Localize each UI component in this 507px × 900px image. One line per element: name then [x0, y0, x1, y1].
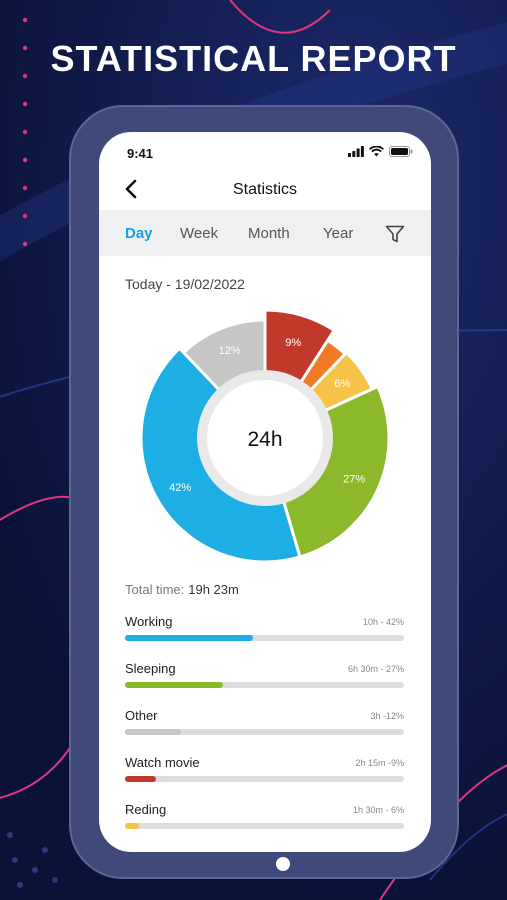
- activity-row[interactable]: Working 10h - 42%: [125, 614, 404, 644]
- tab-day[interactable]: Day: [125, 225, 153, 242]
- activity-row[interactable]: Reding 1h 30m - 6%: [125, 802, 404, 832]
- tab-month[interactable]: Month: [248, 225, 290, 242]
- donut-slice-label: 42%: [169, 482, 191, 494]
- activity-duration: 10h - 42%: [362, 617, 404, 627]
- donut-slice-label: 27%: [343, 474, 365, 486]
- total-time-value: 19h 23m: [188, 582, 239, 597]
- date-label: Today - 19/02/2022: [125, 276, 245, 292]
- navigation-bar: Statistics: [99, 172, 431, 210]
- activity-progress-fill: [125, 823, 139, 829]
- donut-slice-label: 12%: [219, 345, 241, 357]
- donut-center: [207, 380, 323, 496]
- activity-name: Working: [125, 614, 173, 629]
- period-tabs: Day Week Month Year: [99, 210, 431, 256]
- activity-duration: 2h 15m -9%: [355, 758, 404, 768]
- page-title: Statistics: [232, 181, 297, 198]
- signal-icon: [348, 146, 364, 157]
- wifi-icon: [369, 146, 384, 157]
- total-time: Total time: 19h 23m: [125, 582, 239, 597]
- activity-row[interactable]: Other 3h -12%: [125, 708, 404, 738]
- activity-progress-track: [125, 729, 404, 735]
- activity-progress-fill: [125, 776, 156, 782]
- activity-progress-track: [125, 823, 404, 829]
- activity-row[interactable]: Sleeping 6h 30m - 27%: [125, 661, 404, 691]
- activity-duration: 3h -12%: [370, 711, 404, 721]
- activity-progress-track: [125, 776, 404, 782]
- activity-duration: 6h 30m - 27%: [347, 664, 404, 674]
- activity-progress-track: [125, 635, 404, 641]
- tab-year[interactable]: Year: [323, 225, 354, 242]
- donut-chart: 24h 12% 9% 6% 27% 42%: [139, 308, 391, 564]
- donut-slice-label: 6%: [334, 378, 350, 390]
- activity-duration: 1h 30m - 6%: [352, 805, 404, 815]
- total-time-label: Total time:: [125, 582, 185, 597]
- status-time: 9:41: [127, 146, 154, 161]
- filter-button[interactable]: [384, 223, 406, 245]
- tab-week[interactable]: Week: [180, 225, 219, 242]
- donut-center-label: 24h: [247, 428, 282, 451]
- activity-progress-track: [125, 682, 404, 688]
- status-icons: [348, 146, 413, 157]
- activity-name: Other: [125, 708, 158, 723]
- phone-screen: 9:41 Statistic: [99, 132, 431, 852]
- status-bar: 9:41: [99, 132, 431, 172]
- activity-name: Sleeping: [125, 661, 176, 676]
- home-indicator[interactable]: [276, 857, 290, 871]
- activity-progress-fill: [125, 682, 223, 688]
- battery-icon: [389, 146, 413, 157]
- activity-row[interactable]: Watch movie 2h 15m -9%: [125, 755, 404, 785]
- filter-icon: [385, 225, 405, 243]
- headline: STATISTICAL REPORT: [50, 38, 457, 79]
- donut-slice-label: 9%: [285, 337, 301, 349]
- back-button[interactable]: [121, 176, 145, 202]
- activity-progress-fill: [125, 729, 181, 735]
- activity-progress-fill: [125, 635, 254, 641]
- activity-name: Reding: [125, 802, 167, 817]
- chevron-left-icon: [125, 179, 137, 199]
- activity-name: Watch movie: [125, 755, 200, 770]
